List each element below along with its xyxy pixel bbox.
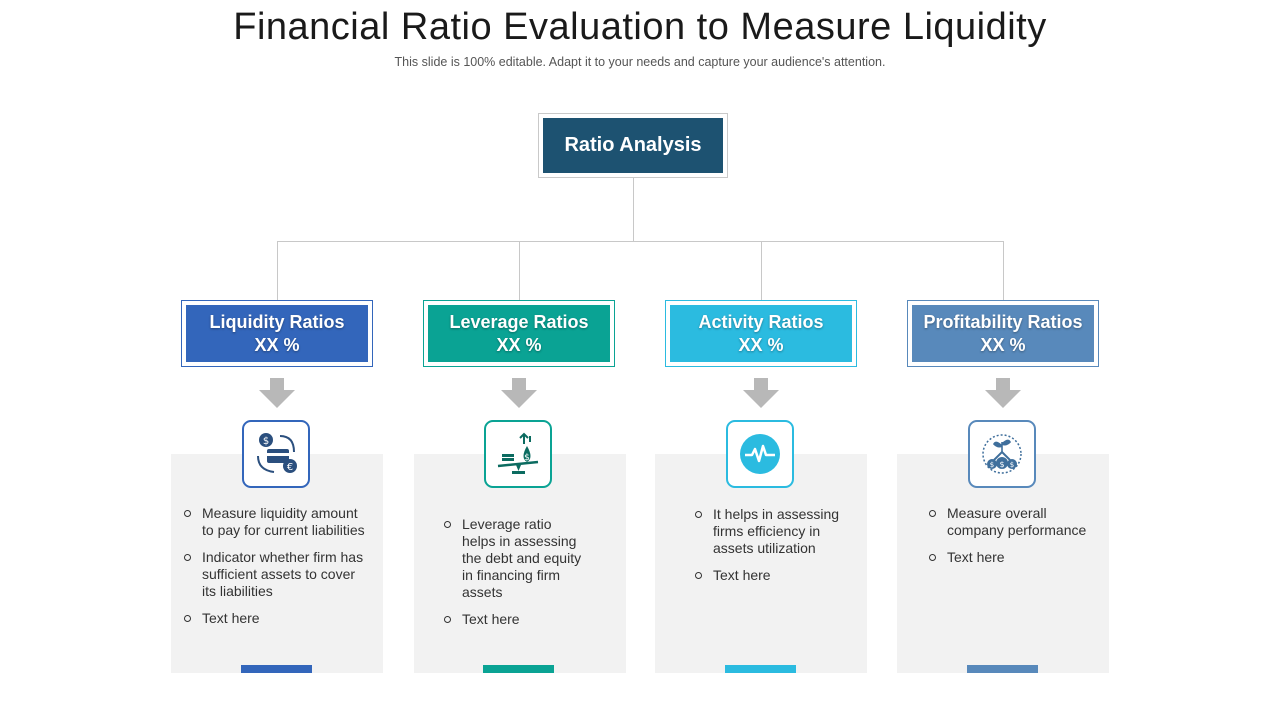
bullet-list-leverage: Leverage ratio helps in assessing the de…	[444, 516, 584, 638]
money-growth-icon: $ $ $	[968, 420, 1036, 488]
bullet-item: Text here	[184, 610, 366, 627]
bullet-item: Text here	[929, 549, 1089, 566]
down-arrow-icon	[501, 378, 537, 408]
category-leverage: Leverage Ratios XX %	[423, 300, 615, 367]
down-arrow-icon	[985, 378, 1021, 408]
bullet-list-liquidity: Measure liquidity amount to pay for curr…	[184, 505, 366, 637]
accent-bar-liquidity	[241, 665, 312, 673]
connector-leverage	[519, 241, 520, 300]
panel-activity	[655, 454, 867, 673]
category-name: Liquidity Ratios	[209, 311, 345, 332]
root-node-label: Ratio Analysis	[543, 118, 723, 173]
panel-profitability	[897, 454, 1109, 673]
category-profitability: Profitability Ratios XX %	[907, 300, 1099, 367]
category-activity: Activity Ratios XX %	[665, 300, 857, 367]
accent-bar-leverage	[483, 665, 554, 673]
svg-text:$: $	[263, 436, 269, 447]
category-liquidity: Liquidity Ratios XX %	[181, 300, 373, 367]
category-name: Leverage Ratios	[449, 311, 589, 332]
panel-liquidity	[171, 454, 383, 673]
bullet-item: Measure liquidity amount to pay for curr…	[184, 505, 366, 539]
connector-horizontal	[277, 241, 1004, 242]
svg-text:$: $	[524, 453, 530, 463]
accent-bar-activity	[725, 665, 796, 673]
svg-text:$: $	[999, 460, 1004, 469]
svg-text:$: $	[990, 461, 994, 469]
connector-profitability	[1003, 241, 1004, 300]
connector-liquidity	[277, 241, 278, 300]
bullet-item: Text here	[444, 611, 584, 628]
category-name: Profitability Ratios	[923, 311, 1083, 332]
money-balance-icon: $	[484, 420, 552, 488]
category-name: Activity Ratios	[698, 311, 824, 332]
down-arrow-icon	[743, 378, 779, 408]
connector-activity	[761, 241, 762, 300]
root-node: Ratio Analysis	[538, 113, 728, 178]
bullet-item: Indicator whether firm has sufficient as…	[184, 549, 366, 600]
bullet-list-profitability: Measure overall company performance Text…	[929, 505, 1089, 576]
connector-root-vertical	[633, 178, 634, 241]
money-cycle-icon: $ €	[242, 420, 310, 488]
bullet-item: Leverage ratio helps in assessing the de…	[444, 516, 584, 601]
category-value: XX %	[980, 334, 1026, 355]
category-value: XX %	[496, 334, 542, 355]
bullet-item: Measure overall company performance	[929, 505, 1089, 539]
accent-bar-profitability	[967, 665, 1038, 673]
page-subtitle: This slide is 100% editable. Adapt it to…	[394, 55, 886, 69]
panel-leverage	[414, 454, 626, 673]
svg-text:$: $	[1010, 461, 1014, 469]
page-title: Financial Ratio Evaluation to Measure Li…	[233, 6, 1047, 48]
pulse-icon	[726, 420, 794, 488]
bullet-item: It helps in assessing firms efficiency i…	[695, 506, 845, 557]
svg-text:€: €	[287, 462, 293, 473]
down-arrow-icon	[259, 378, 295, 408]
category-value: XX %	[738, 334, 784, 355]
bullet-item: Text here	[695, 567, 845, 584]
bullet-list-activity: It helps in assessing firms efficiency i…	[695, 506, 845, 594]
category-value: XX %	[254, 334, 300, 355]
